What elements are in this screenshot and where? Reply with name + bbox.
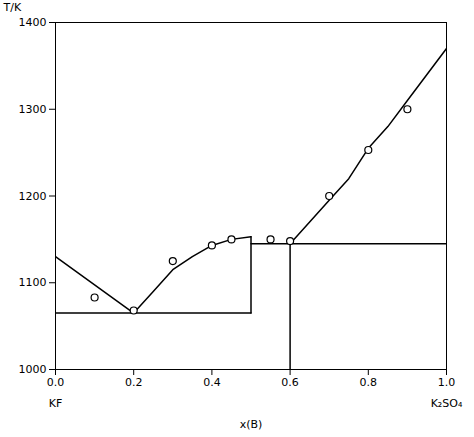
svg-text:1100: 1100	[19, 276, 47, 289]
svg-text:1400: 1400	[19, 16, 47, 29]
svg-text:0.4: 0.4	[203, 376, 221, 389]
svg-text:1300: 1300	[19, 103, 47, 116]
svg-text:1.0: 1.0	[438, 376, 456, 389]
svg-text:KF: KF	[49, 397, 63, 410]
svg-text:0.0: 0.0	[47, 376, 65, 389]
svg-text:1000: 1000	[19, 363, 47, 376]
svg-text:x(B): x(B)	[240, 418, 263, 431]
svg-text:0.6: 0.6	[281, 376, 299, 389]
svg-text:0.2: 0.2	[125, 376, 143, 389]
svg-text:T/K: T/K	[3, 1, 22, 14]
svg-text:1200: 1200	[19, 190, 47, 203]
svg-text:0.8: 0.8	[360, 376, 378, 389]
svg-text:K₂SO₄: K₂SO₄	[431, 397, 463, 410]
